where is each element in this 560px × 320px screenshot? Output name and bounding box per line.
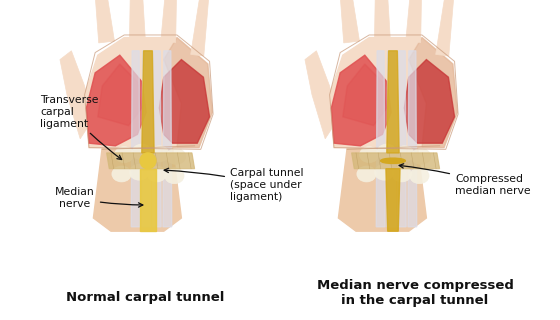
Ellipse shape: [392, 166, 412, 182]
Polygon shape: [94, 148, 181, 231]
Polygon shape: [86, 55, 146, 146]
Polygon shape: [60, 51, 92, 139]
Ellipse shape: [410, 168, 429, 184]
Polygon shape: [142, 51, 154, 153]
Polygon shape: [131, 51, 140, 227]
Polygon shape: [338, 148, 426, 231]
Polygon shape: [140, 169, 156, 231]
Polygon shape: [332, 55, 391, 146]
Text: Median nerve compressed
in the carpal tunnel: Median nerve compressed in the carpal tu…: [316, 279, 514, 307]
Ellipse shape: [129, 164, 149, 180]
Polygon shape: [85, 38, 212, 148]
Ellipse shape: [147, 166, 166, 182]
Polygon shape: [106, 153, 195, 169]
Polygon shape: [338, 0, 360, 43]
Ellipse shape: [112, 166, 131, 182]
Polygon shape: [387, 51, 399, 153]
Polygon shape: [330, 38, 457, 148]
Polygon shape: [305, 51, 337, 139]
Polygon shape: [436, 0, 455, 56]
Polygon shape: [375, 0, 390, 40]
Ellipse shape: [165, 168, 184, 184]
Text: Normal carpal tunnel: Normal carpal tunnel: [66, 292, 224, 305]
Polygon shape: [191, 0, 210, 56]
Polygon shape: [129, 0, 145, 40]
Ellipse shape: [375, 164, 394, 180]
Polygon shape: [352, 153, 440, 169]
Ellipse shape: [357, 166, 376, 182]
Polygon shape: [163, 51, 172, 227]
Polygon shape: [142, 51, 151, 227]
Polygon shape: [406, 0, 422, 43]
Ellipse shape: [140, 153, 156, 169]
Ellipse shape: [150, 146, 169, 162]
Polygon shape: [404, 60, 455, 143]
Polygon shape: [98, 64, 142, 126]
Polygon shape: [409, 38, 457, 148]
Ellipse shape: [395, 146, 414, 162]
Ellipse shape: [132, 144, 151, 160]
Ellipse shape: [166, 148, 186, 164]
Text: Carpal tunnel
(space under
ligament): Carpal tunnel (space under ligament): [164, 168, 304, 202]
Polygon shape: [376, 51, 385, 227]
Polygon shape: [93, 0, 114, 43]
Text: Compressed
median nerve: Compressed median nerve: [399, 164, 531, 196]
Ellipse shape: [114, 147, 134, 163]
Polygon shape: [164, 38, 212, 148]
Polygon shape: [398, 51, 406, 227]
Ellipse shape: [412, 148, 431, 164]
Polygon shape: [343, 64, 387, 126]
Polygon shape: [161, 0, 177, 43]
Polygon shape: [386, 169, 400, 231]
Polygon shape: [387, 51, 395, 227]
Ellipse shape: [360, 147, 379, 163]
Text: Transverse
carpal
ligament: Transverse carpal ligament: [40, 95, 122, 159]
Text: Median
nerve: Median nerve: [55, 187, 143, 209]
Ellipse shape: [377, 144, 396, 160]
Ellipse shape: [381, 158, 405, 164]
Polygon shape: [152, 51, 161, 227]
Polygon shape: [408, 51, 417, 227]
Polygon shape: [160, 60, 209, 143]
